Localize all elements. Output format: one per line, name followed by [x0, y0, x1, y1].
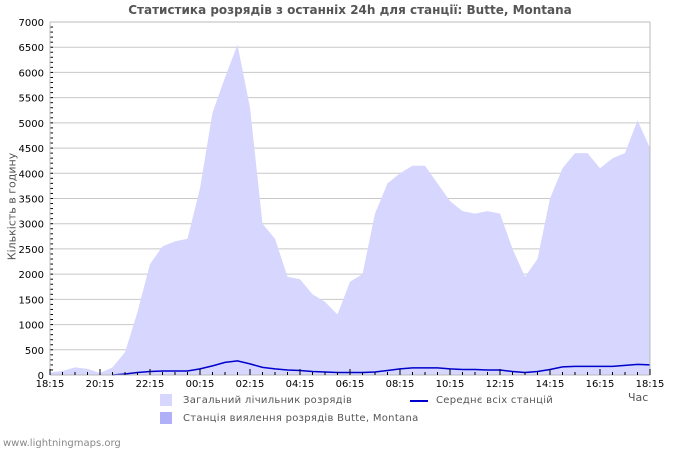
x-tick-label: 10:15	[436, 379, 465, 390]
y-tick-label: 2500	[19, 245, 44, 256]
x-tick-label: 18:15	[36, 379, 65, 390]
y-tick-label: 1500	[19, 295, 44, 306]
legend-total-swatch	[160, 394, 172, 406]
x-tick-label: 08:15	[386, 379, 415, 390]
y-tick-label: 5000	[19, 119, 44, 130]
x-tick-label: 20:15	[86, 379, 115, 390]
legend-total-label: Загальний лічильник розрядів	[183, 395, 353, 406]
y-tick-label: 4000	[19, 169, 44, 180]
legend-station-label: Станція виялення розрядів Butte, Montana	[183, 413, 419, 424]
chart-title: Статистика розрядів з останніх 24h для с…	[128, 3, 572, 17]
x-tick-label: 18:15	[636, 379, 665, 390]
x-tick-label: 16:15	[586, 379, 615, 390]
y-tick-label: 3000	[19, 220, 44, 231]
y-tick-label: 4500	[19, 144, 44, 155]
legend-station-swatch	[160, 412, 172, 424]
y-tick-label: 500	[25, 346, 44, 357]
x-tick-label: 22:15	[136, 379, 165, 390]
y-tick-label: 3500	[19, 195, 44, 206]
legend-average-swatch	[410, 400, 428, 402]
y-tick-label: 2000	[19, 270, 44, 281]
legend-average-label: Середнє всіх станцій	[436, 395, 554, 406]
y-tick-label: 6500	[19, 43, 44, 54]
x-tick-label: 00:15	[186, 379, 215, 390]
y-tick-label: 5500	[19, 94, 44, 105]
x-tick-label: 02:15	[236, 379, 265, 390]
y-tick-label: 7000	[19, 18, 44, 29]
x-axis-label: Час	[628, 391, 649, 404]
y-tick-label: 6000	[19, 68, 44, 79]
total-strikes-area	[50, 44, 650, 375]
x-tick-label: 12:15	[486, 379, 515, 390]
average-line	[112, 360, 651, 376]
y-tick-label: 0	[38, 371, 44, 382]
y-tick-label: 1000	[19, 321, 44, 332]
x-tick-label: 06:15	[336, 379, 365, 390]
x-tick-label: 14:15	[536, 379, 565, 390]
footer-link[interactable]: www.lightningmaps.org	[3, 438, 121, 449]
x-tick-label: 04:15	[286, 379, 315, 390]
